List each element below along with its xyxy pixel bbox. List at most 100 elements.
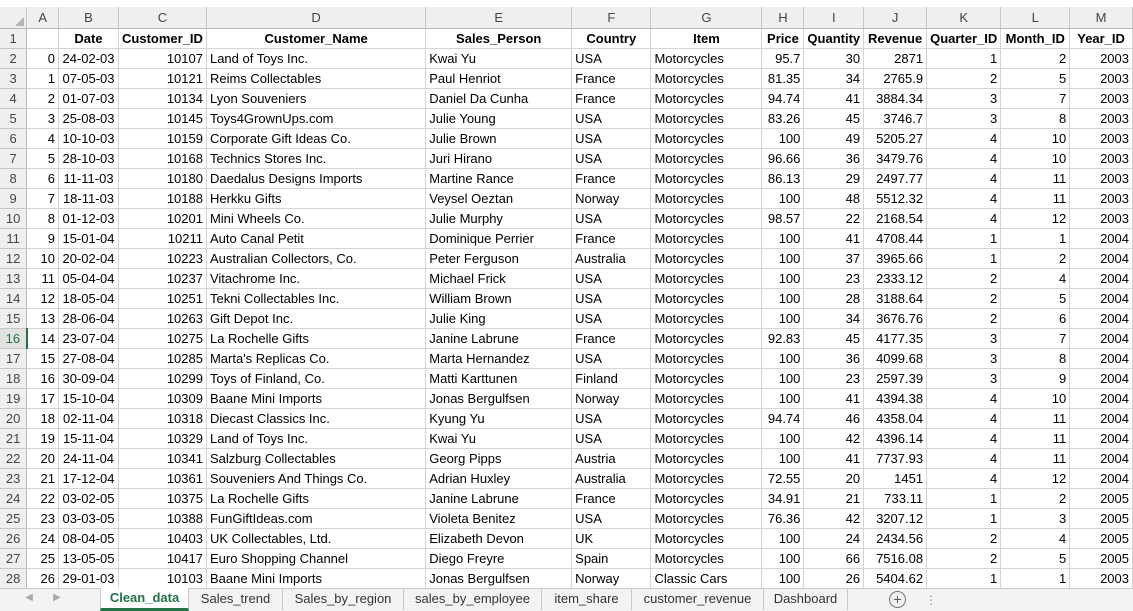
cell[interactable]: 4 — [926, 408, 1002, 429]
row-header[interactable]: 5 — [0, 108, 28, 129]
cell[interactable]: Souveniers And Things Co. — [206, 468, 427, 489]
row-header[interactable]: 13 — [0, 268, 28, 289]
cell[interactable]: 1 — [926, 228, 1002, 249]
cell[interactable]: 100 — [761, 548, 805, 569]
cell[interactable]: 100 — [761, 248, 805, 269]
cell[interactable]: 4 — [926, 388, 1002, 409]
cell[interactable]: 2003 — [1069, 168, 1133, 189]
sheet-tab-sales-trend[interactable]: Sales_trend — [189, 589, 283, 610]
scroll-tabs-right-icon[interactable]: ▶ — [53, 592, 61, 603]
cell[interactable]: 4396.14 — [863, 428, 928, 449]
sheet-tab-sales-by-employee[interactable]: sales_by_employee — [404, 589, 542, 610]
cell[interactable]: 100 — [761, 128, 805, 149]
header-cell[interactable]: Customer_Name — [206, 28, 427, 49]
cell[interactable]: 5 — [1000, 548, 1071, 569]
cell[interactable]: 8 — [26, 208, 60, 229]
cell[interactable]: France — [571, 68, 652, 89]
cell[interactable]: 2 — [926, 528, 1002, 549]
cell[interactable]: 3188.64 — [863, 288, 928, 309]
cell[interactable]: 5205.27 — [863, 128, 928, 149]
cell[interactable]: 10375 — [118, 488, 207, 509]
column-header-l[interactable]: L — [1000, 7, 1071, 29]
cell[interactable]: 20 — [803, 468, 865, 489]
cell[interactable]: 2 — [926, 288, 1002, 309]
cell[interactable]: UK Collectables, Ltd. — [206, 528, 427, 549]
select-all-corner[interactable] — [0, 7, 28, 29]
cell[interactable]: 94.74 — [761, 88, 805, 109]
cell[interactable]: 95.7 — [761, 48, 805, 69]
cell[interactable]: 2005 — [1069, 508, 1133, 529]
row-header[interactable]: 9 — [0, 188, 28, 209]
cell[interactable]: Matti Karttunen — [425, 368, 573, 389]
sheet-tab-customer-revenue[interactable]: customer_revenue — [632, 589, 764, 610]
cell[interactable]: 3965.66 — [863, 248, 928, 269]
cell[interactable]: Motorcycles — [650, 168, 763, 189]
cell[interactable]: 94.74 — [761, 408, 805, 429]
row-header[interactable]: 15 — [0, 308, 28, 329]
cell[interactable]: 10-10-03 — [58, 128, 119, 149]
cell[interactable]: 41 — [803, 448, 865, 469]
cell[interactable]: Jonas Bergulfsen — [425, 568, 573, 588]
header-cell[interactable]: Sales_Person — [425, 28, 573, 49]
row-header[interactable]: 23 — [0, 468, 28, 489]
cell[interactable]: USA — [571, 408, 652, 429]
header-cell[interactable]: Revenue — [863, 28, 928, 49]
cell[interactable]: 86.13 — [761, 168, 805, 189]
header-cell[interactable] — [26, 28, 60, 49]
cell[interactable]: 3 — [926, 348, 1002, 369]
cell[interactable]: 5 — [1000, 68, 1071, 89]
cell[interactable]: 100 — [761, 348, 805, 369]
cell[interactable]: 4394.38 — [863, 388, 928, 409]
cell[interactable]: 1 — [1000, 568, 1071, 588]
cell[interactable]: 15 — [26, 348, 60, 369]
cell[interactable]: 28-06-04 — [58, 308, 119, 329]
cell[interactable]: 5 — [26, 148, 60, 169]
cell[interactable]: 2003 — [1069, 108, 1133, 129]
cell[interactable]: USA — [571, 308, 652, 329]
cell[interactable]: 7 — [1000, 88, 1071, 109]
sheet-tab-item-share[interactable]: item_share — [542, 589, 632, 610]
cell[interactable]: La Rochelle Gifts — [206, 488, 427, 509]
cell[interactable]: 15-01-04 — [58, 228, 119, 249]
cell[interactable]: Motorcycles — [650, 428, 763, 449]
cell[interactable]: 100 — [761, 528, 805, 549]
cell[interactable]: 36 — [803, 348, 865, 369]
cell[interactable]: 4 — [926, 448, 1002, 469]
sheet-tab-clean-data[interactable]: Clean_data — [100, 588, 189, 611]
row-header[interactable]: 26 — [0, 528, 28, 549]
row-header[interactable]: 14 — [0, 288, 28, 309]
cell[interactable]: 2003 — [1069, 568, 1133, 588]
cell[interactable]: Motorcycles — [650, 88, 763, 109]
cell[interactable]: 02-11-04 — [58, 408, 119, 429]
row-header[interactable]: 17 — [0, 348, 28, 369]
cell[interactable]: 2434.56 — [863, 528, 928, 549]
cell[interactable]: 4 — [926, 148, 1002, 169]
cell[interactable]: 1 — [26, 68, 60, 89]
cell[interactable]: 2497.77 — [863, 168, 928, 189]
cell[interactable]: 4 — [1000, 528, 1071, 549]
row-header[interactable]: 20 — [0, 408, 28, 429]
cell[interactable]: 7737.93 — [863, 448, 928, 469]
cell[interactable]: 3 — [926, 108, 1002, 129]
cell[interactable]: 01-07-03 — [58, 88, 119, 109]
cell[interactable]: 2004 — [1069, 268, 1133, 289]
cell[interactable]: Land of Toys Inc. — [206, 428, 427, 449]
cell[interactable]: 81.35 — [761, 68, 805, 89]
cell[interactable]: 29 — [803, 168, 865, 189]
column-header-g[interactable]: G — [650, 7, 763, 29]
cell[interactable]: Motorcycles — [650, 48, 763, 69]
cell[interactable]: 2003 — [1069, 208, 1133, 229]
cell[interactable]: 2003 — [1069, 148, 1133, 169]
cell[interactable]: 17 — [26, 388, 60, 409]
cell[interactable]: 23 — [26, 508, 60, 529]
cell[interactable]: 92.83 — [761, 328, 805, 349]
cell[interactable]: 3479.76 — [863, 148, 928, 169]
cell[interactable]: USA — [571, 208, 652, 229]
cell[interactable]: 30 — [803, 48, 865, 69]
cell[interactable]: USA — [571, 148, 652, 169]
cell[interactable]: 14 — [26, 328, 60, 349]
cell[interactable]: 10168 — [118, 148, 207, 169]
cell[interactable]: 21 — [803, 488, 865, 509]
cell[interactable]: 10 — [26, 248, 60, 269]
cell[interactable]: Janine Labrune — [425, 488, 573, 509]
